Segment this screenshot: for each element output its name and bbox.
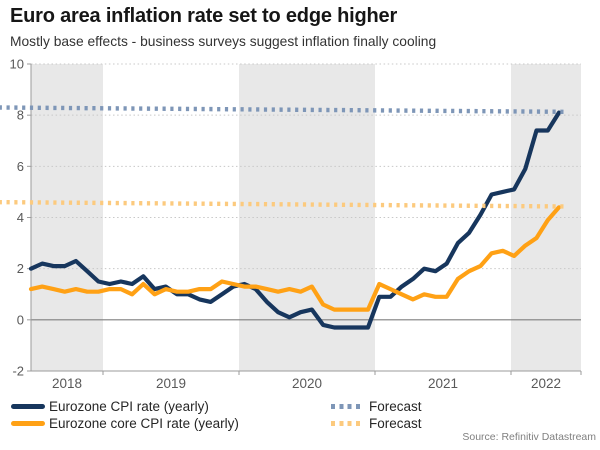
y-tick-label: 4 — [17, 210, 24, 225]
y-tick-label: 10 — [10, 57, 24, 72]
legend-row-cpi: Eurozone CPI rate (yearly) Forecast — [11, 398, 422, 414]
y-tick-label: -2 — [12, 364, 24, 379]
cpi-line-swatch — [11, 403, 45, 409]
legend-label-cpi: Eurozone CPI rate (yearly) — [49, 398, 209, 414]
chart-title: Euro area inflation rate set to edge hig… — [10, 5, 398, 27]
core-cpi-line-swatch — [11, 420, 45, 426]
cpi-forecast-swatch — [331, 403, 360, 409]
legend: Eurozone CPI rate (yearly) Forecast Euro… — [11, 398, 422, 432]
y-tick-label: 0 — [17, 312, 24, 327]
core-cpi-line — [28, 205, 562, 312]
chart-subtitle: Mostly base effects - business surveys s… — [10, 34, 437, 49]
x-year-label: 2021 — [428, 376, 458, 391]
x-year-label: 2020 — [292, 376, 322, 391]
y-tick-label: 6 — [17, 159, 24, 174]
x-year-label: 2022 — [531, 376, 561, 391]
core-cpi-line-forecast — [0, 199, 564, 209]
legend-label-core-cpi-forecast: Forecast — [369, 415, 422, 431]
source-credit: Source: Refinitiv Datastream — [462, 431, 596, 443]
legend-row-core-cpi: Eurozone core CPI rate (yearly) Forecast — [11, 415, 422, 431]
cpi-line — [28, 110, 562, 330]
legend-label-cpi-forecast: Forecast — [369, 398, 422, 414]
year-band — [31, 64, 103, 371]
cpi-line-forecast — [0, 105, 564, 115]
y-tick-label: 8 — [17, 108, 24, 123]
core-cpi-forecast-swatch — [331, 420, 360, 426]
legend-label-core-cpi: Eurozone core CPI rate (yearly) — [49, 415, 239, 431]
x-year-label: 2019 — [156, 376, 186, 391]
y-tick-label: 2 — [17, 261, 24, 276]
x-year-label: 2018 — [52, 376, 82, 391]
